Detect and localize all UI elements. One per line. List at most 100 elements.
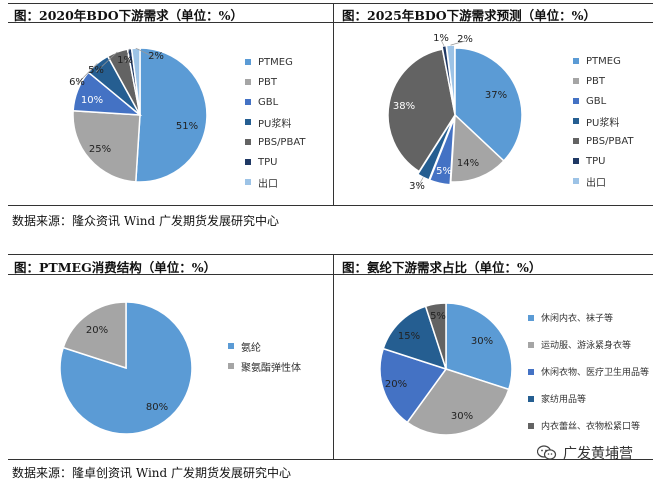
- title-rule-top: [8, 22, 653, 23]
- pie-slice-5: [387, 48, 456, 173]
- data-label-4: 3%: [409, 181, 425, 192]
- legend-item-6: TPU: [573, 151, 634, 171]
- pie-slice-4: [416, 117, 455, 181]
- legend-label: PU浆料: [586, 117, 620, 129]
- legend-item-1: PTMEG: [245, 52, 306, 72]
- legend-swatch: [573, 178, 579, 184]
- leader-line-5: [95, 51, 118, 73]
- source-note-top: 数据来源：隆众资讯 Wind 广发期货发展研究中心: [12, 214, 280, 228]
- data-label-5: 5%: [88, 65, 104, 76]
- pie-slice-1: [59, 301, 193, 435]
- data-label-1: 30%: [471, 336, 493, 347]
- mid-rule: [8, 254, 653, 255]
- legend-label: 家纺用品等: [541, 395, 587, 405]
- legend-item-3: 休闲衣物、医疗卫生用品等: [528, 358, 649, 385]
- panel-bottom-rule-bottom: [8, 459, 653, 460]
- panel-4-title: 图：氨纶下游需求占比（单位：%）: [342, 260, 542, 275]
- legend-swatch: [245, 179, 251, 185]
- pie-slice-2: [406, 368, 510, 436]
- watermark: 广发黄埔营: [536, 443, 633, 463]
- pie-slice-3: [428, 117, 456, 186]
- watermark-text: 广发黄埔营: [563, 446, 633, 462]
- legend-swatch: [528, 314, 534, 321]
- legend-swatch: [573, 78, 579, 84]
- data-label-1: 80%: [146, 402, 168, 413]
- legend-label: 运动服、游泳紧身衣等: [541, 341, 632, 351]
- legend-label: PU浆料: [258, 118, 292, 130]
- pie-slice-1: [454, 47, 523, 162]
- pie-slice-5: [424, 302, 447, 370]
- pie-slice-2: [449, 113, 505, 183]
- data-label-3: 20%: [385, 379, 407, 390]
- legend-item-3: GBL: [573, 91, 634, 111]
- pie-slice-1: [134, 47, 208, 183]
- legend-2025-bdo-forecast: PTMEG PBT GBL PU浆料 PBS/PBAT TPU 出口: [573, 51, 634, 191]
- data-label-4: 15%: [398, 331, 420, 342]
- pie-slice-2: [62, 301, 127, 370]
- panel-divider-top: [333, 3, 334, 205]
- legend-item-3: GBL: [245, 92, 306, 112]
- legend-label: 聚氨酯弹性体: [241, 362, 301, 374]
- legend-swatch: [528, 395, 534, 402]
- legend-swatch: [245, 79, 251, 85]
- legend-item-5: PBS/PBAT: [245, 132, 306, 152]
- legend-item-7: 出口: [245, 172, 306, 192]
- panel-2-title: 图：2025年BDO下游需求预测（单位：%）: [342, 8, 596, 23]
- leader-line-7: [135, 47, 157, 59]
- leader-line-4: [416, 177, 424, 189]
- data-label-2: 25%: [89, 144, 111, 155]
- pie-slice-3: [379, 347, 448, 424]
- legend-swatch: [573, 58, 579, 64]
- legend-label: PTMEG: [586, 55, 621, 67]
- legend-label: 休闲衣物、医疗卫生用品等: [541, 368, 650, 378]
- legend-label: PBT: [258, 76, 277, 88]
- legend-item-6: TPU: [245, 152, 306, 172]
- legend-swatch: [228, 363, 234, 369]
- legend-label: GBL: [586, 95, 607, 107]
- data-label-2: 14%: [457, 158, 479, 169]
- legend-item-4: 家纺用品等: [528, 385, 649, 412]
- leader-line-6: [440, 39, 445, 47]
- data-label-2: 30%: [451, 411, 473, 422]
- legend-item-4: PU浆料: [573, 111, 634, 131]
- legend-ptmeg-consumption: 氨纶 聚氨酯弹性体: [228, 336, 301, 376]
- data-label-4: 6%: [69, 77, 85, 88]
- legend-swatch: [573, 158, 579, 164]
- leader-line-4: [76, 63, 98, 85]
- panel-divider-bottom: [333, 254, 334, 459]
- legend-item-1: 休闲内衣、袜子等: [528, 304, 649, 331]
- legend-label: 出口: [258, 178, 278, 190]
- legend-swatch: [245, 159, 251, 165]
- legend-swatch: [573, 138, 579, 144]
- leader-line-6: [124, 48, 130, 63]
- legend-swatch: [528, 422, 534, 429]
- data-label-6: 1%: [433, 33, 449, 44]
- legend-spandex-demand: 休闲内衣、袜子等运动服、游泳紧身衣等休闲衣物、医疗卫生用品等 家纺用品等内衣蕾丝、…: [528, 304, 649, 439]
- data-label-6: 1%: [117, 55, 133, 66]
- pie-chart-ptmeg-consumption: 80% 20%: [59, 301, 193, 435]
- legend-label: TPU: [258, 156, 278, 168]
- panel-bottom-rule-top: [8, 205, 653, 206]
- legend-item-7: 出口: [573, 171, 634, 191]
- legend-item-2: PBT: [245, 72, 306, 92]
- legend-label: 出口: [586, 177, 606, 189]
- data-label-3: 10%: [81, 95, 103, 106]
- legend-item-2: 聚氨酯弹性体: [228, 356, 301, 376]
- pie-chart-spandex-demand: 30% 30% 20% 15% 5%: [379, 302, 513, 436]
- top-rule: [8, 3, 653, 4]
- data-label-1: 51%: [176, 121, 198, 132]
- leader-line-7: [450, 40, 466, 46]
- legend-swatch: [528, 341, 534, 348]
- legend-label: 内衣蕾丝、衣物松紧口等: [541, 422, 641, 432]
- pie-slice-2: [72, 109, 141, 183]
- data-label-5: 38%: [393, 101, 415, 112]
- legend-swatch: [245, 59, 251, 65]
- legend-item-4: PU浆料: [245, 112, 306, 132]
- legend-label: PBS/PBAT: [258, 136, 306, 148]
- wechat-icon: [536, 445, 557, 461]
- legend-label: GBL: [258, 96, 279, 108]
- panel-3-title: 图：PTMEG消费结构（单位：%）: [14, 260, 217, 275]
- data-label-3: 5%: [436, 166, 452, 177]
- pie-slice-1: [445, 302, 513, 391]
- data-label-2: 20%: [86, 325, 108, 336]
